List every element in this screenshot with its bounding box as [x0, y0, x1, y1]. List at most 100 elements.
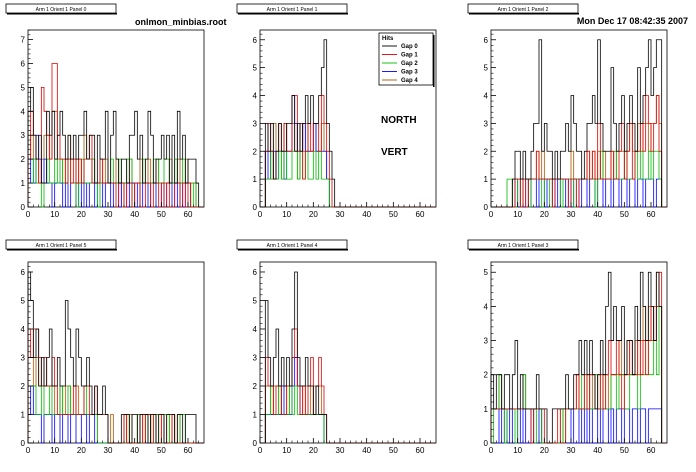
- legend-box: [378, 32, 434, 86]
- y-tick-label: 3: [253, 119, 258, 128]
- legend-title: Hits: [382, 36, 394, 42]
- x-tick-label: 40: [130, 446, 139, 455]
- x-tick-label: 0: [26, 446, 31, 455]
- panel-title: Arm 1 Orient 1 Panel 4: [267, 243, 318, 249]
- y-tick-label: 7: [21, 36, 26, 45]
- y-tick-label: 4: [253, 325, 258, 334]
- y-tick-label: 2: [253, 147, 258, 156]
- x-tick-label: 20: [77, 446, 86, 455]
- y-tick-label: 4: [484, 92, 489, 101]
- y-tick-label: 0: [484, 203, 489, 212]
- y-tick-label: 5: [484, 64, 489, 73]
- x-tick-label: 10: [50, 210, 59, 219]
- histogram-panel-1: Arm 1 Orient 1 Panel 1 0 10 20 30 40 50 60 0 1 2 3 4…: [236, 3, 437, 219]
- y-tick-label: 1: [253, 410, 258, 419]
- x-tick-label: 40: [593, 210, 602, 219]
- y-tick-label: 6: [484, 36, 489, 45]
- y-tick-label: 2: [484, 147, 489, 156]
- x-tick-label: 10: [282, 446, 291, 455]
- x-tick-label: 0: [489, 210, 494, 219]
- histogram-panel-5: Arm 1 Orient 1 Panel 3 0 10 20 30 40 50 60 0 1 2 3 4…: [467, 239, 668, 455]
- y-tick-label: 5: [21, 296, 26, 305]
- x-tick-label: 50: [620, 446, 629, 455]
- x-tick-label: 10: [50, 446, 59, 455]
- x-tick-label: 50: [157, 210, 166, 219]
- legend-entry: Gap 0: [401, 44, 418, 50]
- y-tick-label: 2: [484, 371, 489, 380]
- x-tick-label: 40: [362, 210, 371, 219]
- y-tick-label: 2: [21, 155, 26, 164]
- x-tick-label: 50: [389, 446, 398, 455]
- datetime-label: Mon Dec 17 08:42:35 2007: [576, 16, 688, 26]
- x-tick-label: 30: [336, 210, 345, 219]
- x-tick-label: 50: [389, 210, 398, 219]
- y-tick-label: 2: [253, 382, 258, 391]
- series-gap-0: [260, 39, 436, 208]
- vert-annotation: VERT: [381, 147, 408, 158]
- panel-title-tag: Arm 1 Orient 1 Panel 3: [467, 239, 579, 251]
- y-tick-label: 1: [484, 405, 489, 414]
- y-tick-label: 3: [21, 131, 26, 140]
- x-tick-label: 30: [336, 446, 345, 455]
- panel-title-tag: Arm 1 Orient 1 Panel 0: [5, 3, 117, 15]
- legend-entry: Gap 3: [401, 70, 418, 76]
- x-tick-label: 0: [258, 210, 263, 219]
- x-tick-label: 0: [489, 446, 494, 455]
- y-tick-label: 6: [253, 268, 258, 277]
- x-tick-label: 50: [620, 210, 629, 219]
- y-tick-label: 6: [253, 36, 258, 45]
- histogram-panel-2: Arm 1 Orient 1 Panel 2 0 10 20 30 40 50 60 0 1 2 3 4…: [467, 3, 668, 219]
- x-tick-label: 60: [647, 446, 656, 455]
- series-gap-3: [27, 134, 204, 208]
- y-tick-label: 5: [21, 83, 26, 92]
- series-gap-0: [491, 39, 667, 208]
- y-tick-label: 0: [21, 203, 26, 212]
- x-tick-label: 40: [362, 446, 371, 455]
- y-tick-label: 4: [21, 107, 26, 116]
- y-tick-label: 3: [21, 353, 26, 362]
- y-tick-label: 3: [484, 119, 489, 128]
- x-tick-label: 30: [104, 446, 113, 455]
- y-tick-label: 4: [484, 302, 489, 311]
- y-tick-label: 1: [484, 175, 489, 184]
- x-tick-label: 30: [567, 446, 576, 455]
- x-tick-label: 10: [513, 446, 522, 455]
- y-tick-label: 5: [484, 268, 489, 277]
- x-tick-label: 30: [567, 210, 576, 219]
- x-tick-label: 10: [513, 210, 522, 219]
- x-tick-label: 0: [26, 210, 31, 219]
- x-tick-label: 30: [104, 210, 113, 219]
- histogram-panel-3: Arm 1 Orient 1 Panel 5 0 10 20 30 40 50 60 0 1 2 3 4…: [5, 239, 205, 455]
- panel-title: Arm 1 Orient 1 Panel 5: [36, 243, 87, 249]
- x-tick-label: 10: [282, 210, 291, 219]
- y-tick-label: 0: [253, 439, 258, 448]
- y-tick-label: 4: [253, 92, 258, 101]
- x-tick-label: 20: [540, 446, 549, 455]
- panel-title: Arm 1 Orient 1 Panel 1: [267, 7, 318, 13]
- x-tick-label: 20: [540, 210, 549, 219]
- y-tick-label: 0: [253, 203, 258, 212]
- y-tick-label: 0: [21, 439, 26, 448]
- y-tick-label: 6: [21, 268, 26, 277]
- panel-title: Arm 1 Orient 1 Panel 0: [36, 7, 87, 13]
- series-gap-0: [27, 271, 204, 444]
- x-tick-label: 50: [157, 446, 166, 455]
- panel-title-tag: Arm 1 Orient 1 Panel 1: [236, 3, 348, 15]
- panel-title-tag: Arm 1 Orient 1 Panel 2: [467, 3, 579, 15]
- histogram-panel-4: Arm 1 Orient 1 Panel 4 0 10 20 30 40 50 60 0 1 2 3 4…: [236, 239, 437, 455]
- y-tick-label: 0: [484, 439, 489, 448]
- histogram-panel-0: Arm 1 Orient 1 Panel 0 0 10 20 30 40 50 60 0 1 2 3 4…: [5, 3, 205, 219]
- x-tick-label: 60: [184, 210, 193, 219]
- x-tick-label: 60: [416, 210, 425, 219]
- x-tick-label: 20: [309, 446, 318, 455]
- x-tick-label: 20: [77, 210, 86, 219]
- x-tick-label: 60: [416, 446, 425, 455]
- y-tick-label: 5: [253, 296, 258, 305]
- x-tick-label: 60: [184, 446, 193, 455]
- panel-title: Arm 1 Orient 1 Panel 3: [498, 243, 549, 249]
- x-tick-label: 0: [258, 446, 263, 455]
- x-tick-label: 20: [309, 210, 318, 219]
- panel-grid: Arm 1 Orient 1 Panel 00 10 20 30 40 50 6001234…: [5, 3, 668, 455]
- y-tick-label: 1: [21, 179, 26, 188]
